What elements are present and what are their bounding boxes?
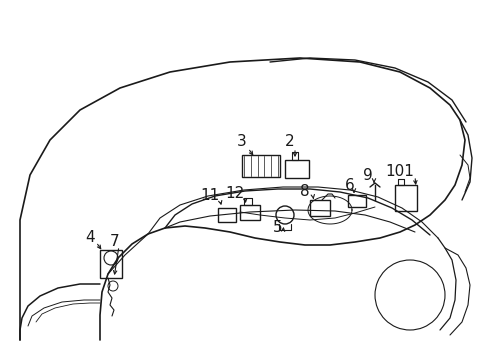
Text: 12: 12	[225, 185, 244, 201]
Text: 4: 4	[85, 230, 95, 246]
Text: 8: 8	[300, 184, 309, 199]
Text: 101: 101	[385, 165, 414, 180]
Bar	[347, 195, 365, 207]
Text: 7: 7	[110, 234, 120, 249]
Circle shape	[275, 206, 293, 224]
Bar	[218, 208, 236, 222]
Text: 6: 6	[345, 177, 354, 193]
Text: 11: 11	[200, 189, 219, 203]
Text: 3: 3	[237, 135, 246, 149]
Bar	[240, 205, 260, 220]
Bar	[100, 250, 122, 278]
Text: 9: 9	[363, 167, 372, 183]
Circle shape	[104, 251, 118, 265]
Bar	[285, 160, 308, 178]
Text: 2: 2	[285, 135, 294, 149]
Bar	[394, 185, 416, 211]
Text: 5: 5	[273, 220, 282, 235]
Bar	[242, 155, 280, 177]
Bar	[309, 200, 329, 216]
Circle shape	[108, 281, 118, 291]
